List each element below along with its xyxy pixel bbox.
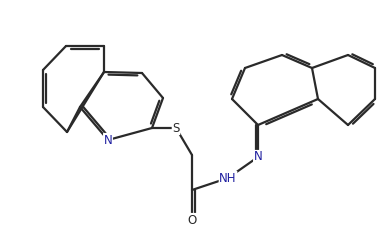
Text: O: O [187, 213, 197, 227]
Text: S: S [172, 121, 180, 135]
Text: NH: NH [219, 172, 237, 184]
Text: N: N [254, 150, 262, 164]
Text: N: N [104, 134, 113, 146]
